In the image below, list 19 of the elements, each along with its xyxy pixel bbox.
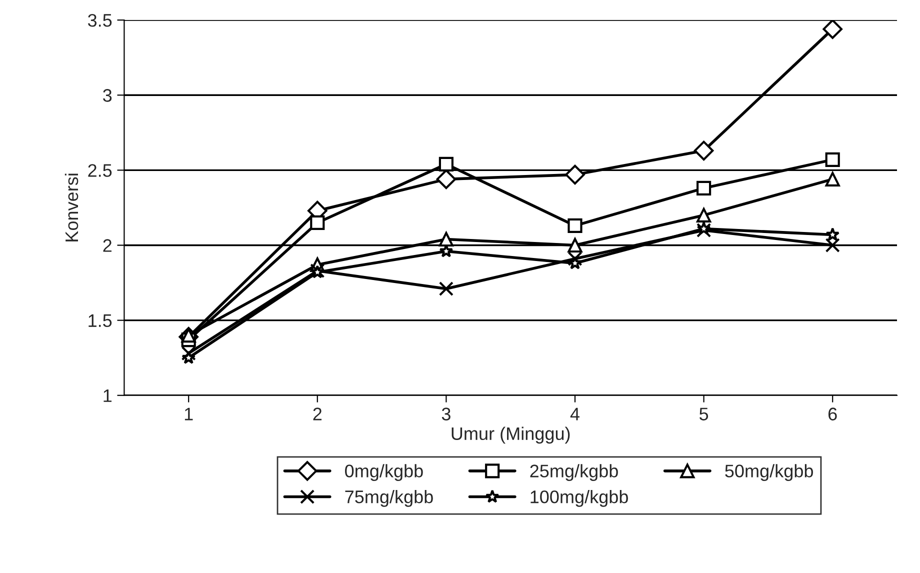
x-tick-label: 1	[184, 408, 193, 420]
y-tick-label: 1	[104, 389, 112, 402]
x-tick-label: 4	[570, 408, 580, 420]
y-axis-title: Konversi	[64, 174, 78, 242]
legend-label: 75mg/kgbb	[345, 490, 433, 507]
x-tick-label: 2	[313, 408, 322, 420]
legend-label: 25mg/kgbb	[530, 464, 618, 481]
y-tick-label: 3.5	[88, 14, 112, 27]
x-tick-label: 6	[828, 408, 837, 420]
y-tick-label: 2	[103, 239, 112, 252]
legend-label: 0mg/kgbb	[345, 464, 423, 481]
x-axis-title: Umur (Minggu)	[452, 426, 570, 444]
x-tick-label: 5	[700, 408, 708, 420]
y-tick-label: 3	[103, 89, 112, 102]
y-tick-label: 1.5	[88, 314, 112, 328]
y-tick-label: 2.5	[88, 164, 112, 177]
x-tick-label: 3	[442, 408, 450, 420]
legend-label: 50mg/kgbb	[725, 464, 813, 481]
legend-label: 100mg/kgbb	[530, 490, 628, 507]
